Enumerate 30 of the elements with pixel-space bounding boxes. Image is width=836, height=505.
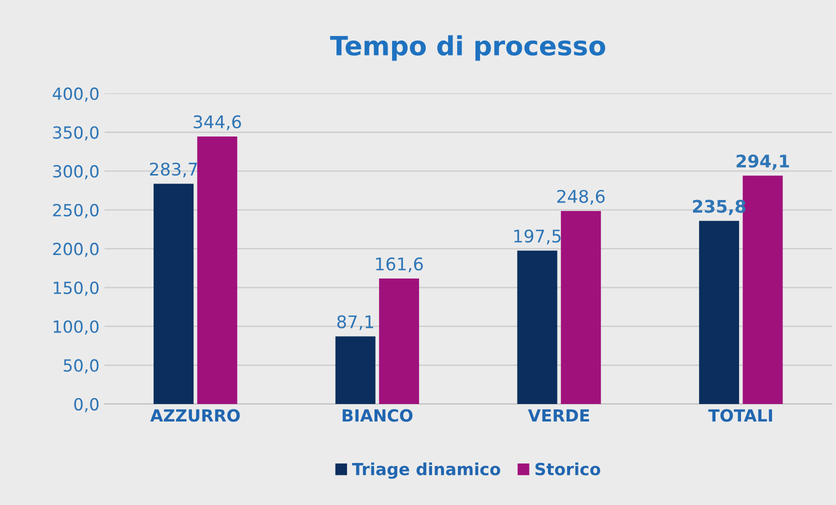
bar <box>379 278 420 404</box>
x-tick-label: BIANCO <box>342 409 412 422</box>
y-tick-label: 100,0 <box>54 320 99 335</box>
y-tick-label: 300,0 <box>53 165 99 180</box>
bar <box>517 250 558 404</box>
bar <box>154 184 194 404</box>
y-tick-label: 0,0 <box>74 398 99 412</box>
legend-label: Triage dinamico <box>352 462 500 479</box>
data-label: 248,6 <box>557 190 605 205</box>
x-tick-label: TOTALI <box>708 409 772 422</box>
y-tick-label: 50,0 <box>64 359 99 374</box>
legend-label: Storico <box>535 462 600 476</box>
chart-title: Tempo di processo <box>330 35 606 61</box>
bar <box>699 220 740 404</box>
y-tick-label: 400,0 <box>52 87 99 102</box>
bar <box>197 136 238 404</box>
bar <box>335 336 376 404</box>
data-label: 283,7 <box>150 162 197 178</box>
x-tick-label: VERDE <box>528 409 590 422</box>
x-tick-label: AZZURRO <box>150 409 240 422</box>
y-tick-label: 200,0 <box>53 242 99 257</box>
data-label: 87,1 <box>337 315 374 330</box>
data-label: 197,5 <box>514 230 561 244</box>
y-tick-label: 150,0 <box>54 281 99 296</box>
bar <box>560 210 601 404</box>
y-tick-label: 250,0 <box>53 204 99 218</box>
data-label: 294,1 <box>736 154 789 170</box>
data-label: 344,6 <box>194 115 241 130</box>
data-label: 161,6 <box>376 257 423 272</box>
y-tick-label: 350,0 <box>53 126 99 141</box>
